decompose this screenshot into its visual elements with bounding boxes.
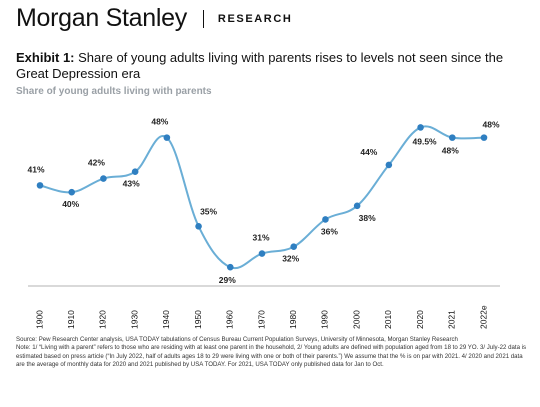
data-label-1970: 31% bbox=[252, 233, 269, 243]
data-point-2022e bbox=[480, 134, 488, 141]
data-point-2000 bbox=[353, 202, 361, 210]
brand-logo-text: Morgan Stanley bbox=[16, 4, 187, 32]
data-point-1950 bbox=[195, 222, 202, 230]
exhibit-title-text: Share of young adults living with parent… bbox=[16, 50, 504, 81]
data-point-2021 bbox=[448, 134, 456, 141]
x-tick-label-2020: 2020 bbox=[415, 310, 425, 329]
data-label-1990: 36% bbox=[321, 226, 338, 236]
data-label-1910: 40% bbox=[62, 199, 79, 209]
method-note: Note: 1/ “Living with a parent” refers t… bbox=[16, 344, 527, 368]
chart-subtitle: Share of young adults living with parent… bbox=[16, 86, 212, 97]
data-point-1980 bbox=[290, 243, 298, 251]
data-point-1940 bbox=[163, 134, 171, 141]
x-tick-label-1910: 1910 bbox=[66, 310, 76, 329]
data-point-2020 bbox=[417, 124, 424, 131]
data-label-1960: 29% bbox=[219, 275, 236, 285]
x-tick-label-1990: 1990 bbox=[320, 310, 330, 329]
x-tick-label-1980: 1980 bbox=[288, 310, 298, 329]
x-tick-label-1940: 1940 bbox=[161, 310, 171, 329]
data-label-1980: 32% bbox=[282, 254, 299, 264]
x-tick-label-2000: 2000 bbox=[351, 310, 361, 329]
data-point-1920 bbox=[100, 175, 107, 182]
data-label-2022e: 48% bbox=[482, 120, 499, 130]
data-point-1970 bbox=[258, 250, 266, 257]
data-label-2020: 49.5% bbox=[413, 136, 438, 146]
data-point-1900 bbox=[36, 182, 44, 189]
data-point-1910 bbox=[68, 188, 76, 196]
data-label-1920: 42% bbox=[88, 158, 105, 168]
x-tick-label-2022e: 2022e bbox=[478, 305, 488, 329]
data-point-1960 bbox=[226, 263, 234, 271]
x-tick-label-1960: 1960 bbox=[225, 310, 235, 329]
data-point-2010 bbox=[385, 161, 393, 169]
line-chart: 41% 1900 40% 1910 42% 1920 43% 1930 48% 1940 35% 19… bbox=[27, 117, 500, 329]
data-point-1930 bbox=[131, 168, 139, 176]
data-point-1990 bbox=[322, 216, 329, 223]
series-line bbox=[39, 125, 485, 270]
data-label-1950: 35% bbox=[200, 206, 217, 216]
brand-divider bbox=[202, 9, 204, 28]
x-tick-label-1930: 1930 bbox=[129, 310, 139, 329]
exhibit-label: Exhibit 1: bbox=[16, 50, 75, 65]
section-label: RESEARCH bbox=[217, 12, 293, 25]
brand-header: Morgan Stanley RESEARCH bbox=[16, 4, 292, 33]
x-tick-label-2010: 2010 bbox=[383, 310, 393, 329]
source-note: Source: Pew Research Center analysis, US… bbox=[16, 336, 458, 343]
data-label-1900: 41% bbox=[27, 164, 44, 174]
data-label-1940: 48% bbox=[151, 117, 168, 127]
data-label-2010: 44% bbox=[360, 147, 377, 157]
data-label-2021: 48% bbox=[442, 146, 459, 156]
x-tick-label-1970: 1970 bbox=[256, 310, 266, 329]
data-label-1930: 43% bbox=[123, 179, 140, 189]
footnotes: Source: Pew Research Center analysis, US… bbox=[16, 336, 531, 369]
x-tick-label-2021: 2021 bbox=[447, 310, 457, 329]
data-label-2000: 38% bbox=[359, 213, 376, 223]
x-tick-label-1920: 1920 bbox=[98, 310, 108, 329]
x-tick-label-1900: 1900 bbox=[34, 310, 44, 329]
x-tick-label-1950: 1950 bbox=[193, 310, 203, 329]
exhibit-title: Exhibit 1: Share of young adults living … bbox=[16, 50, 526, 82]
